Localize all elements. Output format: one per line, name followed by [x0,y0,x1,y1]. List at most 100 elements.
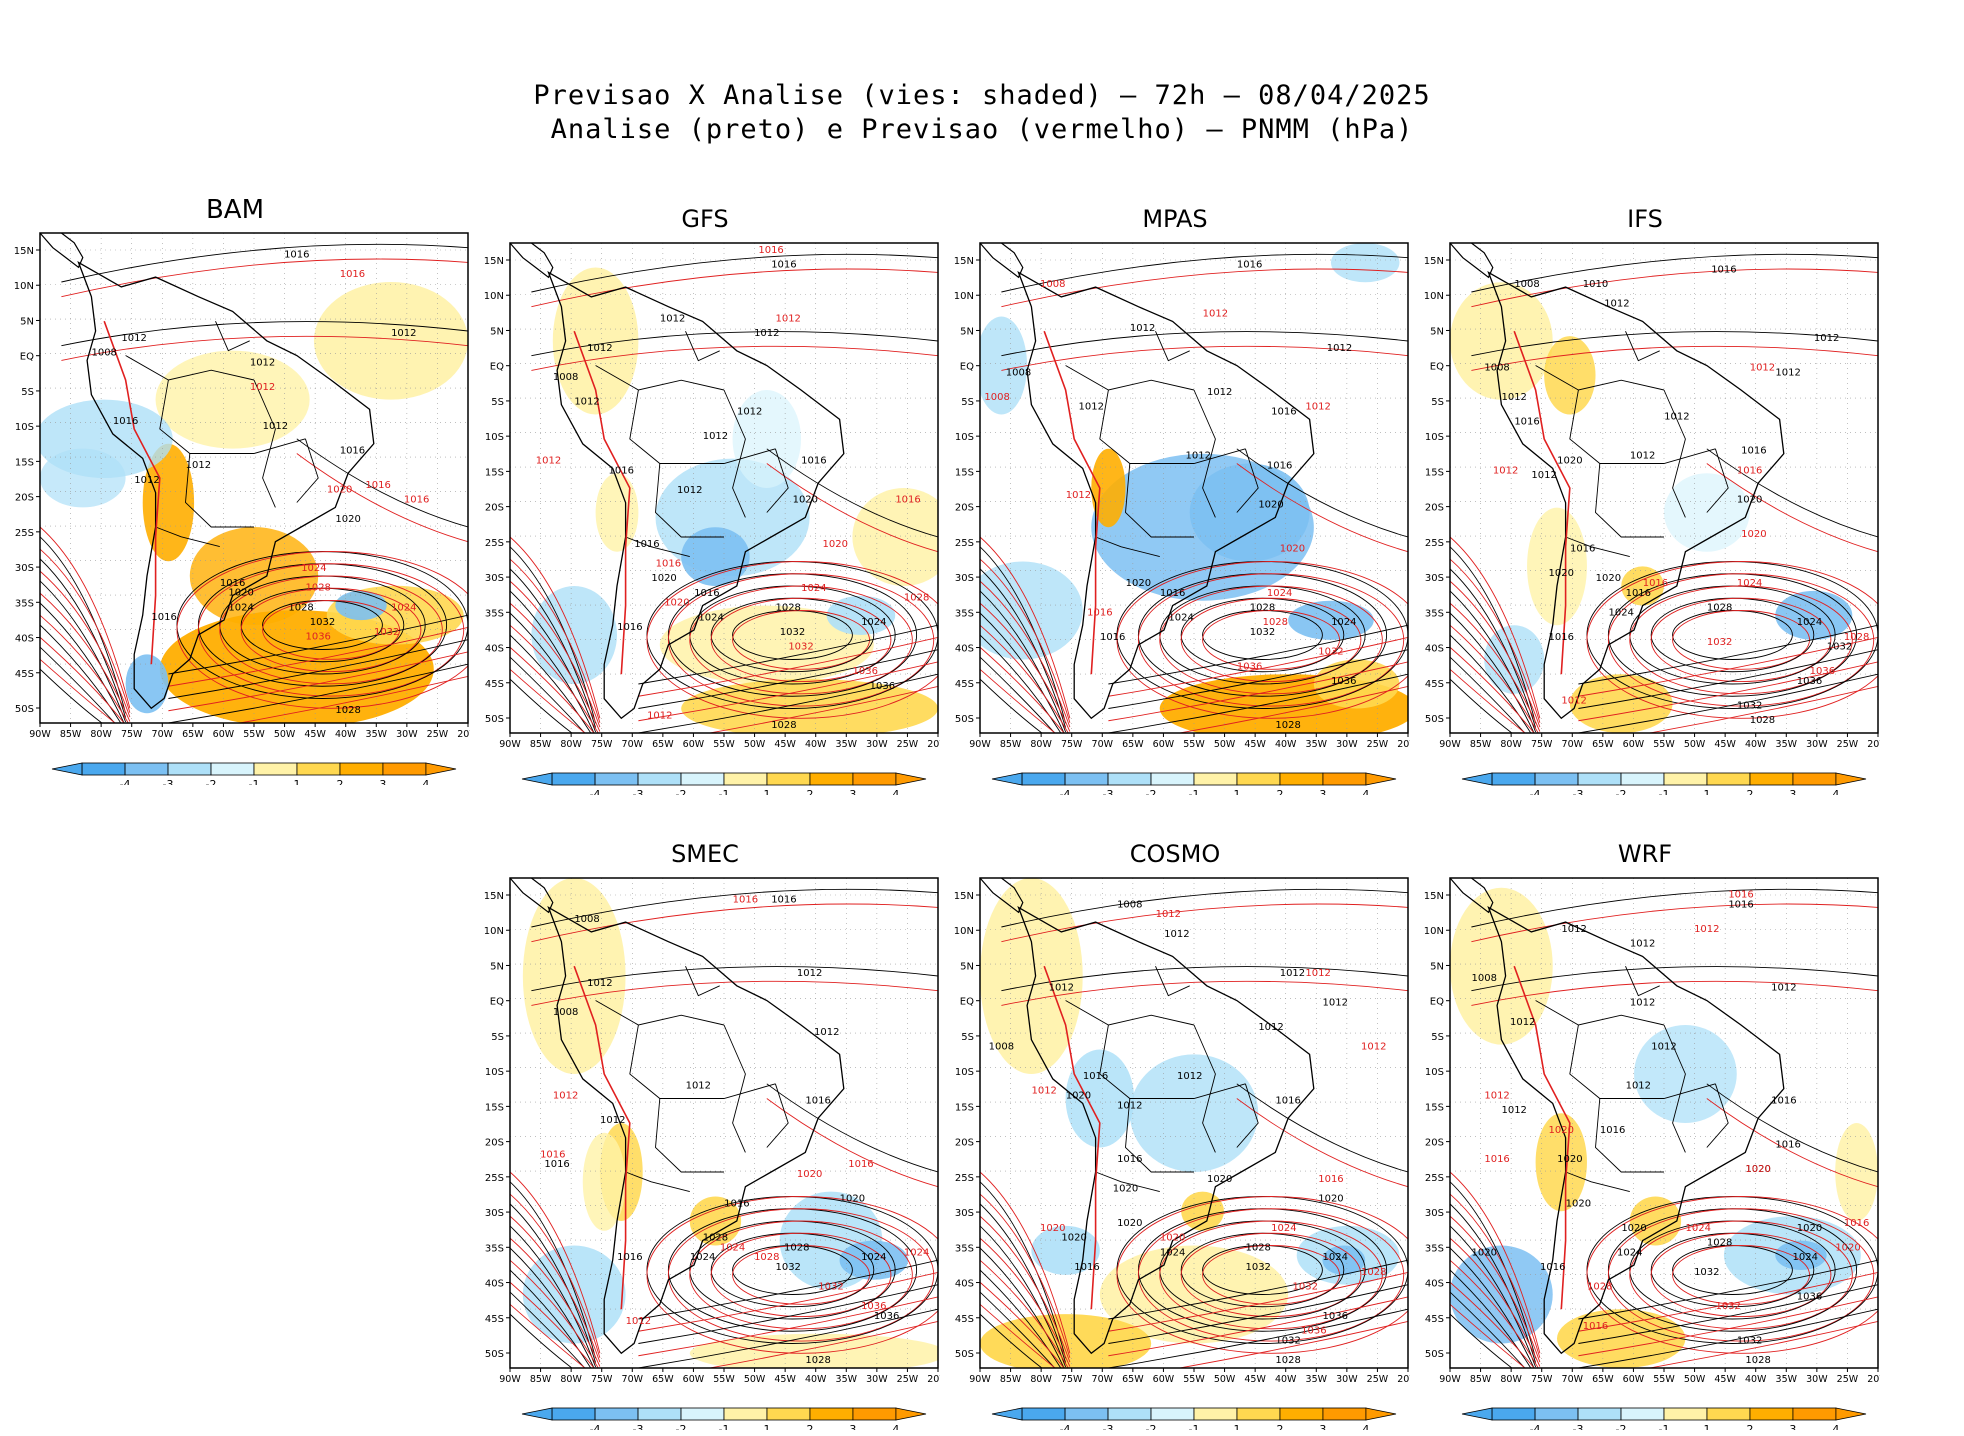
lat-label: 10N [484,291,504,302]
lat-label: 45S [485,1314,504,1325]
forecast-isobar [1108,1272,1408,1332]
colorbar-label: -3 [163,778,174,785]
lat-label: EQ [20,352,34,363]
analysis-contour-label: 1012 [1501,1105,1526,1116]
analysis-contour-label: 1016 [1275,1095,1300,1106]
forecast-isobar [1177,686,1408,733]
panel-ifs: IFS 1016 1012 1008 1010 1012 1008 1012 1016 1012… [1410,205,1880,795]
lon-label: 85W [1000,1374,1022,1385]
lat-label: 45S [485,679,504,690]
analysis-contour-label: 1016 [1117,1154,1142,1165]
analysis-contour-label: 1016 [1271,407,1296,418]
analysis-contour-label: 1028 [288,602,313,613]
colorbar-segment [210,762,255,776]
analysis-contour-label: 1036 [1331,676,1356,687]
colorbar-label: 1 [1703,788,1710,795]
analysis-contour-label: 1024 [861,1252,886,1263]
forecast-isobar [510,602,601,732]
forecast-contour-label: 1012 [1561,696,1586,707]
forecast-isobar [980,646,1065,733]
lat-label: 5S [961,1032,974,1043]
forecast-isobar [510,1259,599,1368]
panel-bam: BAM 1016 1012 1012 1008 1012 1016 1012 1012 1012… [0,195,470,795]
colorbar-segment [723,1407,768,1421]
lon-label: 70W [622,739,644,750]
analysis-contour-label: 1028 [1750,715,1775,726]
colorbar-label: 3 [1319,1423,1326,1430]
lon-label: 55W [1183,739,1205,750]
lon-label: 35W [836,739,858,750]
forecast-isobar [1450,1193,1541,1358]
analysis-isobar [1001,331,1408,357]
analysis-contour-label: 1012 [391,328,416,339]
country-border [1535,1000,1665,1026]
country-border [296,438,319,503]
forecast-contour-label: 1012 [1694,924,1719,935]
colorbar-segment [551,1407,596,1421]
forecast-isobar [1471,268,1878,308]
lon-label: 90W [969,1374,991,1385]
colorbar-label: -4 [1060,788,1071,795]
colorbar-label: 3 [1319,788,1326,795]
lat-label: EQ [1430,362,1444,373]
forecast-contour-label: 1012 [647,710,672,721]
analysis-contour-label: 1024 [690,1252,715,1263]
forecast-contour-label: 1012 [1750,362,1775,373]
analysis-contour-label: 1028 [1275,1355,1300,1366]
lat-label: 50S [1425,1349,1444,1360]
forecast-isobar [980,1259,1069,1368]
colorbar-segment [680,1407,725,1421]
forecast-isobar [1108,1296,1408,1357]
lon-label: 90W [499,1374,521,1385]
country-border [766,1083,789,1148]
lon-label: 90W [1439,1374,1461,1385]
lon-label: 45W [1714,739,1736,750]
lat-label: 30S [485,1208,504,1219]
bias-shading [1527,507,1587,626]
lat-label: 20S [1425,503,1444,514]
colorbar-segment [1663,1407,1708,1421]
lat-label: 10S [485,1067,504,1078]
lat-label: 15S [15,457,34,468]
analysis-isobar [296,438,468,528]
colorbar-segment [81,762,126,776]
colorbar-segment [809,772,854,786]
country-border [1706,448,1729,513]
panel-mpas: MPAS 1016 1012 1008 1012 1012 1016 1012 1016 102… [940,205,1410,795]
forecast-contour-label: 1016 [1643,578,1668,589]
panel-smec: SMEC 1016 1012 1008 1012 1008 1012 1012 1016 101… [470,840,940,1430]
bias-shading [1099,1245,1289,1344]
forecast-contour-label: 1036 [1810,666,1835,677]
lat-label: 15S [485,1102,504,1113]
analysis-contour-label: 1032 [1275,1336,1300,1347]
colorbar-segment [1193,772,1238,786]
analysis-contour-label: 1028 [771,720,796,731]
forecast-isobar [1650,1232,1832,1318]
analysis-contour-label: 1016 [1741,446,1766,457]
bias-shading [980,1314,1152,1368]
country-border [1565,1171,1630,1193]
lat-label: 15N [484,891,504,902]
forecast-isobar [638,1296,938,1357]
colorbar-segment [1577,772,1622,786]
analysis-isobar [980,1247,1065,1368]
analysis-contour-label: 1012 [250,357,275,368]
lon-label: 20W [927,1374,940,1385]
forecast-contour-label: 1012 [1305,402,1330,413]
lon-label: 45W [1244,739,1266,750]
analysis-contour-label: 1028 [805,1355,830,1366]
forecast-isobar [531,903,938,943]
forecast-contour-label: 1012 [775,313,800,324]
analysis-contour-label: 1020 [1566,1198,1591,1209]
analysis-isobar [510,1247,595,1368]
lon-label: 30W [396,729,418,740]
lon-label: 35W [366,729,388,740]
lon-label: 35W [836,1374,858,1385]
forecast-isobar [1450,668,1526,733]
bias-shading [980,316,1028,415]
forecast-isobar [1137,1208,1405,1342]
analysis-contour-label: 1016 [1267,460,1292,471]
colorbar-label: -1 [1189,1423,1200,1430]
bias-shading [1775,1240,1827,1270]
analysis-isobar [980,590,1067,733]
